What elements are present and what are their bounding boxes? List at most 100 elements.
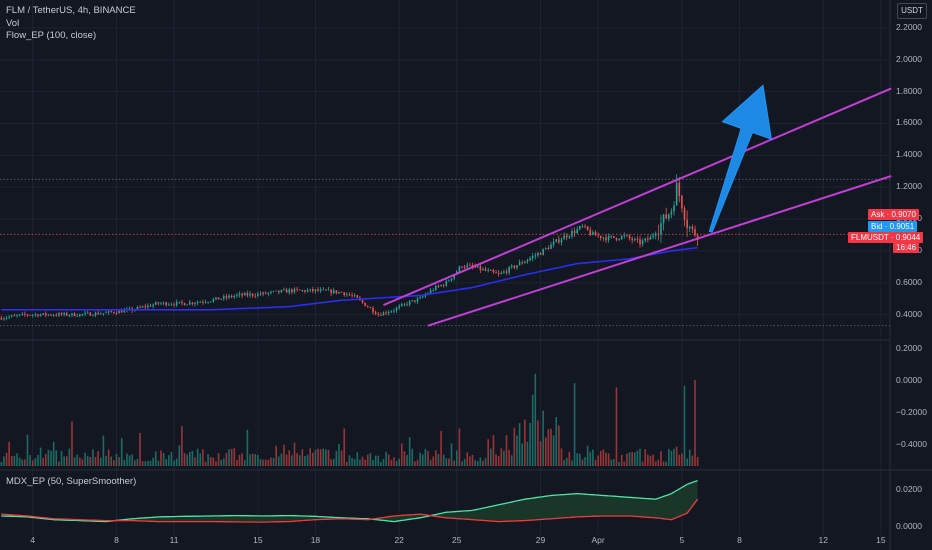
volume-bar xyxy=(120,438,123,466)
volume-bar xyxy=(427,451,429,466)
candle-body xyxy=(312,289,314,292)
volume-bar xyxy=(262,459,264,466)
candle-body xyxy=(401,304,403,307)
volume-bar xyxy=(458,428,461,466)
legend-mdx[interactable]: MDX_EP (50, SuperSmoother) xyxy=(6,476,137,487)
candle-body xyxy=(592,232,594,235)
volume-bar xyxy=(168,455,170,466)
volume-bar xyxy=(678,454,681,466)
candle-body xyxy=(277,290,280,293)
candle-body xyxy=(267,292,270,294)
candle-body xyxy=(510,265,513,267)
candle-body xyxy=(327,289,330,291)
candle-body xyxy=(508,266,510,273)
volume-bar xyxy=(301,449,304,466)
candle-body xyxy=(118,310,120,314)
volume-bar xyxy=(610,459,613,466)
volume-bar xyxy=(220,460,222,466)
candle-body xyxy=(280,290,283,293)
candle-body xyxy=(555,239,558,242)
candle-body xyxy=(332,290,335,294)
candle-body xyxy=(251,293,254,296)
candle-body xyxy=(602,237,605,239)
volume-bar xyxy=(304,456,306,466)
candle-body xyxy=(296,288,298,290)
legend-flow[interactable]: Flow_EP (100, close) xyxy=(6,30,97,41)
candle-body xyxy=(605,237,607,241)
candle-body xyxy=(76,316,79,317)
candle-body xyxy=(42,313,44,315)
volume-bar xyxy=(233,448,236,466)
candle-body xyxy=(102,313,105,314)
candle-body xyxy=(322,289,325,291)
volume-bar xyxy=(257,455,259,466)
volume-bar xyxy=(660,451,662,466)
volume-bar xyxy=(13,455,16,466)
volume-bar xyxy=(539,441,542,466)
candle-body xyxy=(521,262,524,264)
y-tick-label: −0.2000 xyxy=(896,407,927,417)
volume-bar xyxy=(398,458,400,466)
volume-bar xyxy=(149,460,152,466)
volume-bar xyxy=(683,385,686,466)
candle-body xyxy=(154,302,157,305)
candle-body xyxy=(395,307,398,311)
volume-bar xyxy=(291,455,293,466)
candle-body xyxy=(681,195,683,209)
candle-body xyxy=(168,304,170,306)
candle-body xyxy=(236,294,238,296)
volume-bar xyxy=(340,450,343,466)
volume-bar xyxy=(628,452,631,466)
currency-badge[interactable]: USDT xyxy=(897,3,927,19)
volume-bar xyxy=(691,455,694,466)
candle-body xyxy=(207,302,209,303)
volume-bar xyxy=(230,448,233,466)
volume-bar xyxy=(154,451,157,466)
candle-body xyxy=(264,292,267,294)
candle-body xyxy=(387,312,390,314)
candle-body xyxy=(149,305,152,307)
candle-body xyxy=(52,315,55,316)
volume-bar xyxy=(466,452,469,466)
candle-body xyxy=(99,313,102,315)
volume-bar xyxy=(3,456,5,466)
volume-bar xyxy=(134,460,136,466)
candle-body xyxy=(272,291,275,292)
candle-body xyxy=(356,295,359,298)
volume-bar xyxy=(21,459,24,466)
candle-body xyxy=(516,265,518,268)
volume-bar xyxy=(380,461,382,466)
volume-bar xyxy=(89,457,92,466)
candle-body xyxy=(476,266,479,268)
volume-bar xyxy=(178,445,181,466)
volume-bar xyxy=(618,461,620,466)
candle-body xyxy=(39,314,42,317)
volume-bar xyxy=(215,461,217,466)
candle-body xyxy=(5,317,8,319)
volume-bar xyxy=(476,461,479,466)
legend-main[interactable]: FLM / TetherUS, 4h, BINANCE xyxy=(6,5,136,16)
volume-bar xyxy=(58,461,60,466)
volume-bar xyxy=(544,437,547,466)
legend-vol[interactable]: Vol xyxy=(6,18,20,29)
candle-body xyxy=(597,235,599,237)
candle-body xyxy=(641,240,644,245)
volume-bar xyxy=(508,449,510,466)
volume-bar xyxy=(160,450,162,466)
candle-body xyxy=(86,312,89,314)
candle-body xyxy=(233,295,236,298)
candle-body xyxy=(497,273,500,274)
last-price-tag: FLMUSDT · 0.9044 xyxy=(848,232,924,243)
volume-bar xyxy=(325,449,327,466)
candle-body xyxy=(181,301,183,304)
volume-bar xyxy=(157,460,160,466)
volume-bar xyxy=(586,445,589,466)
y-tick-label: 2.2000 xyxy=(896,21,922,32)
channel-line xyxy=(383,87,892,306)
candle-body xyxy=(670,211,673,215)
volume-bar xyxy=(175,458,178,466)
candle-body xyxy=(633,238,636,241)
candle-body xyxy=(139,307,141,308)
